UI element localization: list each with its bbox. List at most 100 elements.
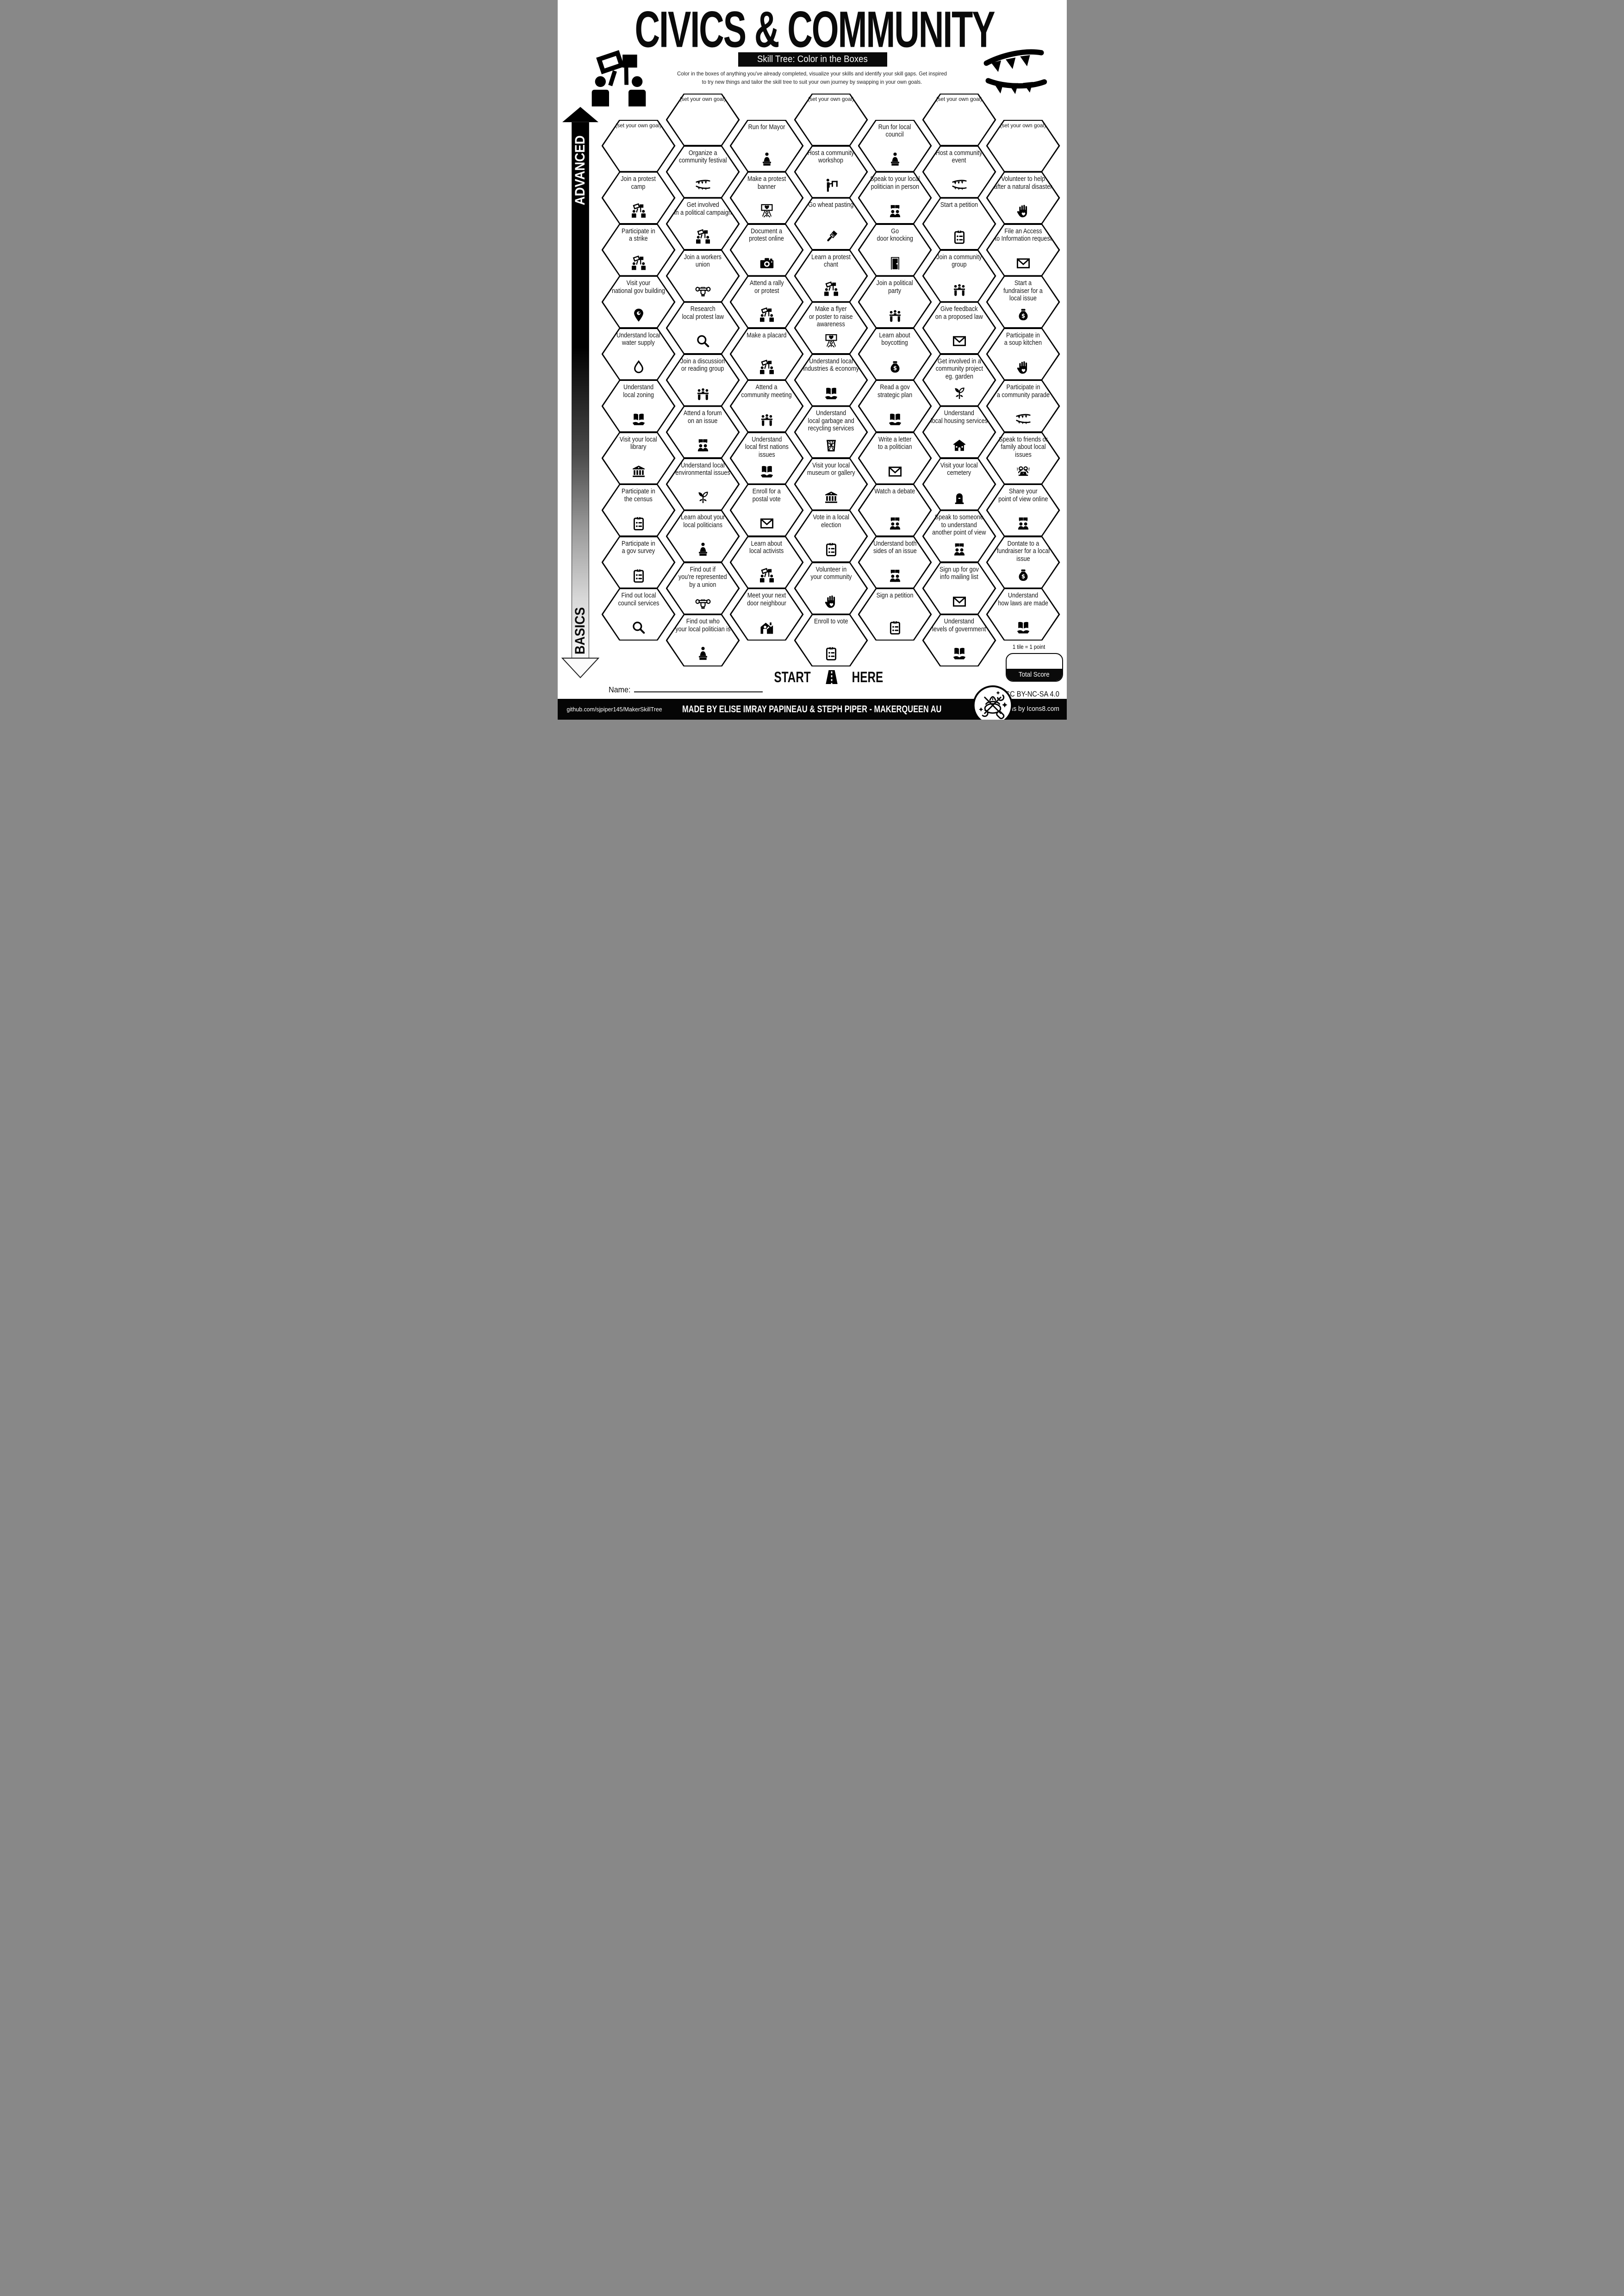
hex-content: Speak to someone to understand another p… <box>922 510 996 562</box>
hex-tile[interactable]: Sign a petition <box>858 588 932 641</box>
hex-tile[interactable]: Understand how laws are made <box>986 588 1060 641</box>
page-title: CIVICS & COMMUNITY <box>558 4 1067 55</box>
hex-tile[interactable]: Research local protest law <box>666 302 740 355</box>
hex-tile[interactable]: Run for Mayor <box>729 119 804 172</box>
hex-tile[interactable]: Join a workers union <box>666 249 740 302</box>
total-score-label: Total Score <box>1019 671 1050 678</box>
hex-tile[interactable]: Learn about boycotting $ <box>858 328 932 380</box>
hex-tile[interactable]: Start a petition <box>922 198 996 250</box>
hex-tile[interactable]: Make a flyer or poster to raise awarenes… <box>794 302 868 355</box>
hex-tile[interactable]: Understand local zoning <box>601 380 676 432</box>
hex-tile[interactable]: Attend a rally or protest <box>729 276 804 328</box>
hex-tile[interactable]: Vote in a local election <box>794 510 868 563</box>
hex-tile-custom-goal[interactable]: (set your own goal) <box>666 93 740 146</box>
hex-tile[interactable]: Host a community event <box>922 145 996 198</box>
hex-tile[interactable]: Join a community group <box>922 249 996 302</box>
hex-tile[interactable]: Make a placard <box>729 328 804 380</box>
hex-tile[interactable]: Find out if you're represented by a unio… <box>666 562 740 615</box>
footer-icons8-credit[interactable]: Icons by Icons8.com <box>1000 699 1061 720</box>
hex-tile[interactable]: Run for local council <box>858 119 932 172</box>
hex-tile[interactable]: Find out who your local politician is <box>666 614 740 667</box>
hex-tile[interactable]: Understand local environmental issues <box>666 458 740 510</box>
hex-tile-custom-goal[interactable]: (set your own goal) <box>601 119 676 172</box>
hex-fill <box>859 537 930 588</box>
hex-tile[interactable]: Understand both sides of an issue <box>858 536 932 589</box>
hex-tile[interactable]: Visit your local cemetery <box>922 458 996 510</box>
hex-fill <box>603 589 674 640</box>
hex-tile[interactable]: Understand local water supply <box>601 328 676 380</box>
hex-tile[interactable]: Start a fundraiser for a local issue $ <box>986 276 1060 328</box>
hex-tile[interactable]: Sign up for gov info mailing list <box>922 562 996 615</box>
name-input-line[interactable] <box>634 684 763 692</box>
hex-content: Make a placard <box>730 328 804 380</box>
hex-tile[interactable]: Volunteer to help after a natural disast… <box>986 172 1060 224</box>
hex-fill <box>796 146 866 197</box>
hex-tile[interactable]: Participate in a community parade <box>986 380 1060 432</box>
hex-tile[interactable]: Visit your local museum or gallery <box>794 458 868 510</box>
hex-tile[interactable]: Understand levels of government <box>922 614 996 667</box>
hex-tile[interactable]: Speak to friends or family about local i… <box>986 432 1060 485</box>
hex-tile[interactable]: Visit your local library <box>601 432 676 485</box>
hex-tile[interactable]: Read a gov strategic plan <box>858 380 932 432</box>
hex-tile[interactable]: Write a letter to a politician <box>858 432 932 485</box>
hex-tile[interactable]: Learn a protest chant <box>794 249 868 302</box>
hex-tile[interactable]: Enroll to vote <box>794 614 868 667</box>
hex-tile[interactable]: Understand local garbage and recycling s… <box>794 406 868 459</box>
hex-content: Volunteer in your community <box>794 562 868 615</box>
hex-tile[interactable]: File an Access to Information request <box>986 224 1060 276</box>
hex-tile[interactable]: Learn about your local politicians <box>666 510 740 563</box>
hex-tile[interactable]: Make a protest banner <box>729 172 804 224</box>
hex-tile[interactable]: Go wheat pasting <box>794 198 868 250</box>
hex-tile-custom-goal[interactable]: (set your own goal) <box>922 93 996 146</box>
hex-tile[interactable]: Understand local first nations issues <box>729 432 804 485</box>
hex-tile[interactable]: Join a political party <box>858 276 932 328</box>
hex-tile-custom-goal[interactable]: (set your own goal) <box>986 119 1060 172</box>
hex-tile[interactable]: Speak to your local politician in person <box>858 172 932 224</box>
hex-label: Learn a protest chant <box>811 253 851 269</box>
hex-tile[interactable]: Participate in the census <box>601 484 676 536</box>
hex-tile[interactable]: Organize a community festival <box>666 145 740 198</box>
hex-tile[interactable]: Attend a community meeting <box>729 380 804 432</box>
hex-tile[interactable]: Speak to someone to understand another p… <box>922 510 996 563</box>
hex-tile[interactable]: Watch a debate <box>858 484 932 536</box>
total-score-value[interactable] <box>1007 654 1062 669</box>
hex-tile[interactable]: Learn about local activists <box>729 536 804 589</box>
hex-tile[interactable]: Join a protest camp <box>601 172 676 224</box>
hex-tile[interactable]: Get involved in a community project eg. … <box>922 354 996 406</box>
hex-tile[interactable]: Understand local housing services <box>922 406 996 459</box>
hex-label: Join a community group <box>936 253 982 269</box>
hex-tile[interactable]: Understand local industries & economy <box>794 354 868 406</box>
hex-tile[interactable]: Go door knocking <box>858 224 932 276</box>
people-speech-icon <box>948 541 971 558</box>
clipboard-icon <box>948 229 971 245</box>
hex-tile[interactable]: Participate in a soup kitchen <box>986 328 1060 380</box>
hex-tile[interactable]: Give feedback on a proposed law <box>922 302 996 355</box>
hex-tile[interactable]: Meet your next door neighbour <box>729 588 804 641</box>
hex-tile[interactable]: Document a protest online <box>729 224 804 276</box>
hex-tile[interactable]: Host a community workshop <box>794 145 868 198</box>
hex-tile-custom-goal[interactable]: (set your own goal) <box>794 93 868 146</box>
hex-tile[interactable]: Visit your national gov building <box>601 276 676 328</box>
hex-tile[interactable]: Participate in a gov survey <box>601 536 676 589</box>
hex-tile[interactable]: Share your point of view online <box>986 484 1060 536</box>
hex-tile[interactable]: Get involved in a political campaign <box>666 198 740 250</box>
hex-tile[interactable]: Dontate to a fundraiser for a local issu… <box>986 536 1060 589</box>
name-field: Name: <box>608 684 763 695</box>
hex-fill <box>667 199 738 249</box>
hex-label: (set your own goal) <box>936 96 983 103</box>
hex-fill <box>667 94 738 145</box>
hex-tile[interactable]: Find out local council services <box>601 588 676 641</box>
politician-icon <box>884 151 906 168</box>
hex-tile[interactable]: Participate in a strike <box>601 224 676 276</box>
name-label: Name: <box>608 685 630 694</box>
hex-label: Sign up for gov info mailing list <box>940 565 979 581</box>
hex-fill <box>924 303 995 354</box>
hex-tile[interactable]: Volunteer in your community <box>794 562 868 615</box>
hex-tile[interactable]: Join a discussion or reading group <box>666 354 740 406</box>
hex-tile[interactable]: Attend a forum on an issue <box>666 406 740 459</box>
presenter-icon <box>820 177 842 193</box>
protest-icon <box>756 567 778 584</box>
hex-tile[interactable]: Enroll for a postal vote <box>729 484 804 536</box>
footer-github-link[interactable]: github.com/sjpiper145/MakerSkillTree <box>564 699 665 720</box>
hex-fill <box>603 120 674 171</box>
